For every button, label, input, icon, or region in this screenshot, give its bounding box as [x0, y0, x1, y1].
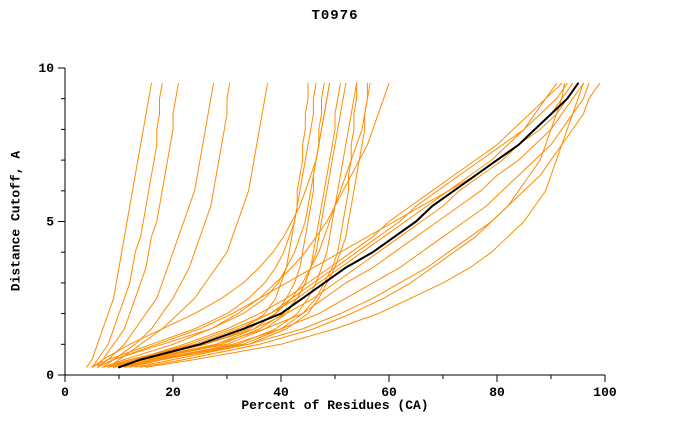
- y-tick-label: 0: [46, 368, 54, 383]
- series-model-15: [91, 82, 331, 368]
- series-model-02: [96, 82, 179, 368]
- chart-title: T0976: [311, 8, 359, 24]
- series-model-27: [145, 82, 584, 368]
- series-model-18: [123, 82, 368, 368]
- series-model-07: [102, 82, 309, 368]
- y-tick-label: 5: [46, 215, 54, 230]
- series-model-17: [113, 82, 347, 368]
- x-tick-label: 60: [381, 385, 397, 400]
- series-model-23: [107, 82, 557, 368]
- series-model-05: [107, 82, 268, 368]
- series-model-25: [140, 82, 565, 368]
- series-reference: [118, 82, 579, 369]
- x-tick-label: 20: [165, 385, 181, 400]
- series-model-10: [118, 82, 358, 368]
- series-model-21: [129, 82, 590, 368]
- y-axis-label: Distance Cutoff, A: [8, 150, 24, 292]
- series-model-06: [86, 82, 152, 368]
- y-tick-label: 10: [38, 61, 54, 76]
- series-model-12: [91, 82, 317, 368]
- series-model-20: [123, 82, 584, 368]
- series-model-22: [134, 82, 601, 368]
- series-model-08: [107, 82, 325, 368]
- series-model-11: [107, 82, 371, 368]
- series-model-16: [102, 82, 390, 368]
- series-model-09: [113, 82, 341, 368]
- series-model-19: [113, 82, 568, 368]
- series-model-01: [91, 82, 163, 368]
- x-tick-label: 40: [273, 385, 289, 400]
- x-tick-label: 0: [61, 385, 69, 400]
- series-model-13: [96, 82, 331, 368]
- x-axis-label: Percent of Residues (CA): [241, 398, 429, 413]
- x-tick-label: 80: [489, 385, 505, 400]
- series-model-03: [96, 82, 214, 368]
- series-model-28: [113, 82, 563, 368]
- series-model-24: [96, 82, 579, 368]
- x-tick-label: 100: [593, 385, 617, 400]
- series-model-04: [102, 82, 231, 368]
- series-model-14: [118, 82, 358, 368]
